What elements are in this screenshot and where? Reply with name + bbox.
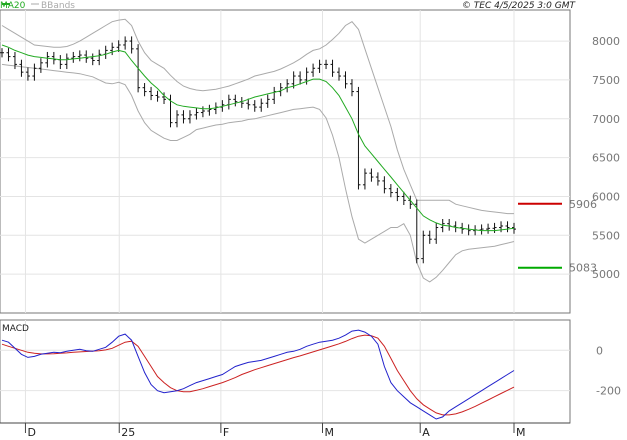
macd-signal-line	[1, 334, 515, 416]
macd-lines	[1, 329, 515, 420]
legend-ma20-label: MA20	[0, 1, 26, 11]
support-label: 5083	[569, 262, 597, 275]
x-tick-label: A	[422, 426, 430, 439]
x-tick-label: M	[324, 426, 334, 439]
price-tick-label: 7000	[592, 113, 620, 126]
macd-tick-label: -200	[596, 385, 621, 398]
price-tick-label: 6000	[592, 190, 620, 203]
price-tick-label: 5000	[592, 268, 620, 281]
x-tick-label: D	[27, 426, 35, 439]
legend: MA20 BBands	[0, 1, 75, 11]
price-grid	[0, 10, 570, 313]
x-axis: D 25 F M A M	[0, 422, 570, 439]
x-tick-label: 25	[121, 426, 135, 439]
support-resistance-levels: 5906 5083	[518, 198, 597, 275]
macd-grid	[0, 320, 570, 423]
macd-panel-label: MACD	[2, 324, 29, 334]
x-tick-label: F	[223, 426, 229, 439]
ma20-line	[1, 44, 515, 232]
x-tick-label: M	[516, 426, 526, 439]
legend-bbands-label: BBands	[41, 1, 75, 11]
macd-axis-ticks: 0 -200	[596, 344, 621, 397]
price-axis-ticks: 5000 5500 6000 6500 7000 7500 8000	[592, 35, 620, 281]
price-panel: 5906 5083 5000 5500 6000 6500 7000 7500 8000	[0, 9, 620, 314]
macd-line	[1, 329, 515, 420]
price-tick-label: 6500	[592, 152, 620, 165]
bb-lower-line	[1, 63, 515, 283]
macd-plot-frame	[0, 319, 571, 424]
price-tick-label: 7500	[592, 74, 620, 87]
macd-panel: 0 -200 MACD	[0, 319, 621, 424]
ma20-polyline	[1, 44, 515, 232]
bollinger-bands	[1, 18, 515, 283]
source-label: © TEC 4/5/2025 3:0 GMT	[462, 1, 577, 11]
resistance-label: 5906	[569, 198, 597, 211]
ohlc-bars	[0, 36, 516, 264]
macd-tick-label: 0	[596, 344, 603, 357]
price-tick-label: 8000	[592, 35, 620, 48]
bb-upper-line	[1, 18, 514, 215]
price-plot-frame	[0, 9, 571, 314]
price-tick-label: 5500	[592, 229, 620, 242]
